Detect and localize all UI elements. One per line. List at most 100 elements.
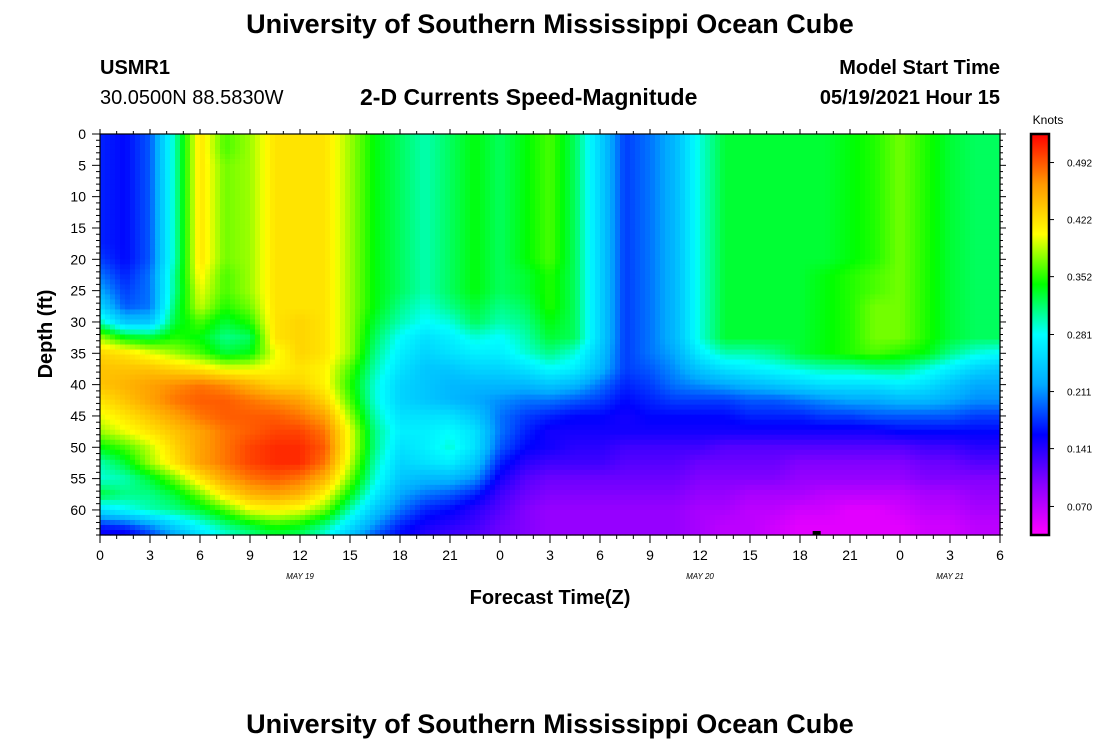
heatmap-cell: [390, 184, 396, 190]
heatmap-cell: [960, 249, 966, 255]
heatmap-cell: [990, 144, 996, 150]
heatmap-cell: [920, 169, 926, 175]
heatmap-cell: [980, 139, 986, 145]
heatmap-cell: [505, 139, 511, 145]
heatmap-cell: [670, 269, 676, 275]
heatmap-cell: [730, 164, 736, 170]
heatmap-cell: [835, 254, 841, 260]
heatmap-cell: [500, 264, 506, 270]
heatmap-cell: [340, 239, 346, 245]
heatmap-cell: [450, 224, 456, 230]
heatmap-cell: [610, 224, 616, 230]
heatmap-cell: [825, 234, 831, 240]
heatmap-cell: [675, 194, 681, 200]
heatmap-cell: [335, 259, 341, 265]
heatmap-cell: [455, 159, 461, 165]
heatmap-cell: [230, 259, 236, 265]
heatmap-cell: [850, 139, 856, 145]
heatmap-cell: [825, 164, 831, 170]
heatmap-cell: [760, 174, 766, 180]
heatmap-cell: [770, 159, 776, 165]
heatmap-cell: [360, 264, 366, 270]
heatmap-cell: [750, 149, 756, 155]
heatmap-cell: [500, 199, 506, 205]
heatmap-cell: [985, 219, 991, 225]
heatmap-cell: [985, 199, 991, 205]
heatmap-cell: [435, 244, 441, 250]
heatmap-cell: [205, 239, 211, 245]
heatmap-cell: [400, 239, 406, 245]
heatmap-cell: [640, 249, 646, 255]
heatmap-cell: [395, 169, 401, 175]
heatmap-cell: [255, 199, 261, 205]
heatmap-cell: [475, 249, 481, 255]
heatmap-cell: [165, 229, 171, 235]
heatmap-cell: [280, 239, 286, 245]
heatmap-cell: [220, 194, 226, 200]
heatmap-cell: [590, 174, 596, 180]
heatmap-cell: [480, 209, 486, 215]
heatmap-cell: [900, 249, 906, 255]
heatmap-cell: [395, 179, 401, 185]
heatmap-cell: [565, 269, 571, 275]
heatmap-cell: [365, 189, 371, 195]
heatmap-cell: [975, 174, 981, 180]
heatmap-cell: [915, 144, 921, 150]
heatmap-cell: [355, 239, 361, 245]
heatmap-cell: [540, 264, 546, 270]
heatmap-cell: [935, 159, 941, 165]
heatmap-cell: [885, 219, 891, 225]
heatmap-cell: [875, 149, 881, 155]
heatmap-cell: [320, 164, 326, 170]
heatmap-cell: [375, 159, 381, 165]
heatmap-cell: [980, 259, 986, 265]
heatmap-cell: [845, 174, 851, 180]
heatmap-cell: [555, 174, 561, 180]
heatmap-cell: [410, 164, 416, 170]
heatmap-cell: [220, 149, 226, 155]
heatmap-cell: [505, 269, 511, 275]
heatmap-cell: [830, 194, 836, 200]
heatmap-cell: [855, 139, 861, 145]
heatmap-cell: [455, 184, 461, 190]
heatmap-cell: [830, 184, 836, 190]
heatmap-cell: [860, 264, 866, 270]
heatmap-cell: [195, 139, 201, 145]
heatmap-cell: [135, 209, 141, 215]
heatmap-cell: [505, 164, 511, 170]
heatmap-cell: [700, 139, 706, 145]
heatmap-cell: [245, 259, 251, 265]
heatmap-cell: [485, 194, 491, 200]
heatmap-cell: [835, 189, 841, 195]
heatmap-cell: [125, 164, 131, 170]
heatmap-cell: [125, 254, 131, 260]
heatmap-cell: [370, 199, 376, 205]
heatmap-cell: [520, 214, 526, 220]
heatmap-cell: [530, 174, 536, 180]
heatmap-cell: [115, 209, 121, 215]
heatmap-cell: [280, 214, 286, 220]
heatmap-cell: [730, 254, 736, 260]
heatmap-cell: [200, 159, 206, 165]
heatmap-cell: [580, 164, 586, 170]
heatmap-cell: [345, 184, 351, 190]
heatmap-cell: [420, 259, 426, 265]
heatmap-cell: [215, 199, 221, 205]
heatmap-cell: [995, 234, 1001, 240]
heatmap-cell: [880, 174, 886, 180]
heatmap-cell: [905, 154, 911, 160]
heatmap-cell: [995, 199, 1001, 205]
heatmap-cell: [560, 204, 566, 210]
heatmap-cell: [165, 154, 171, 160]
heatmap-cell: [970, 194, 976, 200]
heatmap-cell: [165, 134, 171, 140]
heatmap-cell: [260, 184, 266, 190]
heatmap-cell: [305, 229, 311, 235]
heatmap-cell: [670, 209, 676, 215]
heatmap-cell: [515, 244, 521, 250]
heatmap-cell: [760, 169, 766, 175]
heatmap-cell: [900, 234, 906, 240]
heatmap-cell: [150, 229, 156, 235]
heatmap-cell: [755, 184, 761, 190]
heatmap-cell: [650, 239, 656, 245]
